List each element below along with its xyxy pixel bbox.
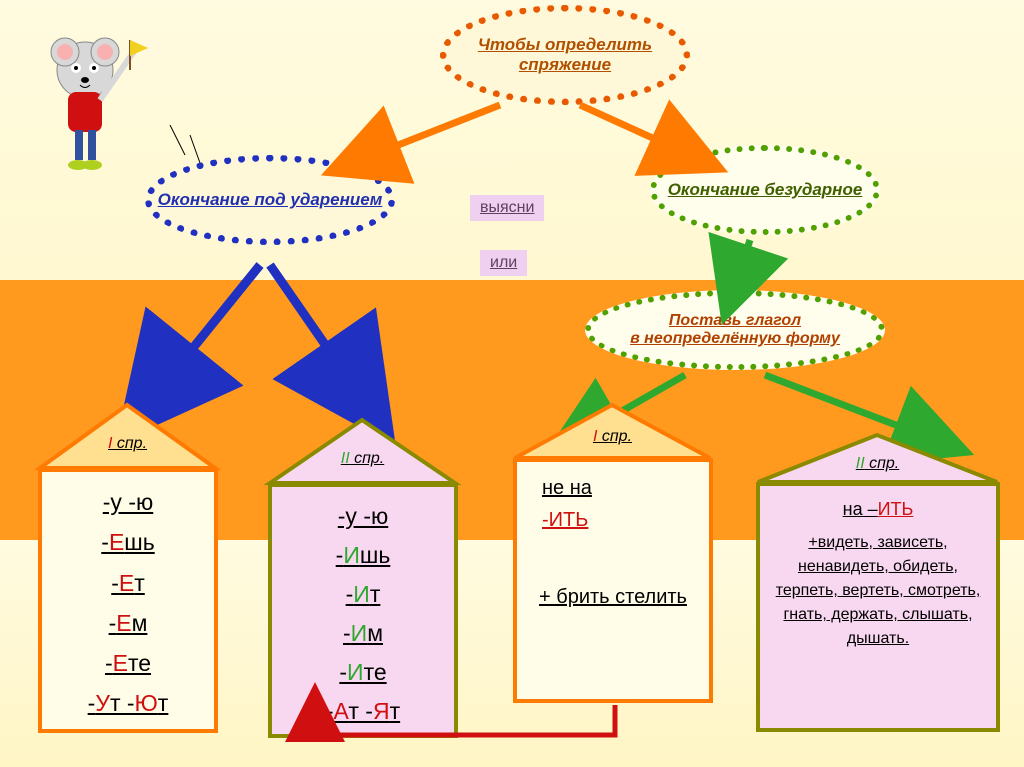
green-arrow-1 bbox=[700, 240, 800, 300]
h1-body: -у -ю-Ешь-Ет-Ем-Ете-Ут -Ют bbox=[38, 468, 218, 733]
h3-spr: спр. bbox=[597, 428, 632, 445]
title-text: Чтобы определить спряжение bbox=[447, 35, 683, 75]
bubble-title: Чтобы определить спряжение bbox=[440, 5, 690, 105]
stressed-text: Окончание под ударением bbox=[158, 190, 383, 210]
h4-plus: +видеть, зависеть, ненавидеть, обидеть, … bbox=[776, 534, 981, 647]
top-arrows bbox=[350, 100, 700, 180]
inf-line1: Поставь глагол bbox=[669, 312, 801, 329]
tag-find-out: выясни bbox=[470, 195, 544, 221]
h1-spr: спр. bbox=[112, 435, 147, 452]
mouse-character bbox=[30, 30, 150, 190]
h3-bot: + брить стелить bbox=[539, 586, 687, 608]
inf-line2: в неопределённую форму bbox=[630, 330, 840, 347]
h3-body: не на -ИТЬ + брить стелить bbox=[513, 458, 713, 703]
tag-or: или bbox=[480, 250, 527, 276]
h2-II: II bbox=[341, 450, 350, 467]
red-connector bbox=[300, 700, 630, 760]
house-1-spr-stressed: I спр. -у -ю-Ешь-Ет-Ем-Ете-Ут -Ют bbox=[30, 400, 225, 740]
h4-II: II bbox=[856, 455, 865, 472]
house-1-spr-unstressed: I спр. не на -ИТЬ + брить стелить bbox=[505, 400, 720, 710]
h3-top2: -ИТЬ bbox=[542, 509, 588, 531]
unstressed-text: Окончание безударное bbox=[668, 180, 863, 200]
h4-spr: спр. bbox=[865, 455, 900, 472]
bubble-infinitive: Поставь глагол в неопределённую форму bbox=[585, 290, 885, 370]
h2-spr: спр. bbox=[350, 450, 385, 467]
blue-arrows bbox=[140, 265, 390, 415]
h4-body: на –ИТЬ +видеть, зависеть, ненавидеть, о… bbox=[756, 482, 1000, 732]
house-2-spr-unstressed: II спр. на –ИТЬ +видеть, зависеть, ненав… bbox=[750, 430, 1005, 740]
h3-top1: не на bbox=[542, 477, 592, 499]
house-2-spr-stressed: II спр. -у -ю-Ишь-Ит-Им-Ите-Ат -Ят bbox=[260, 415, 465, 745]
accent-marks bbox=[165, 115, 225, 175]
content: Чтобы определить спряжение Окончание под… bbox=[0, 0, 1024, 767]
